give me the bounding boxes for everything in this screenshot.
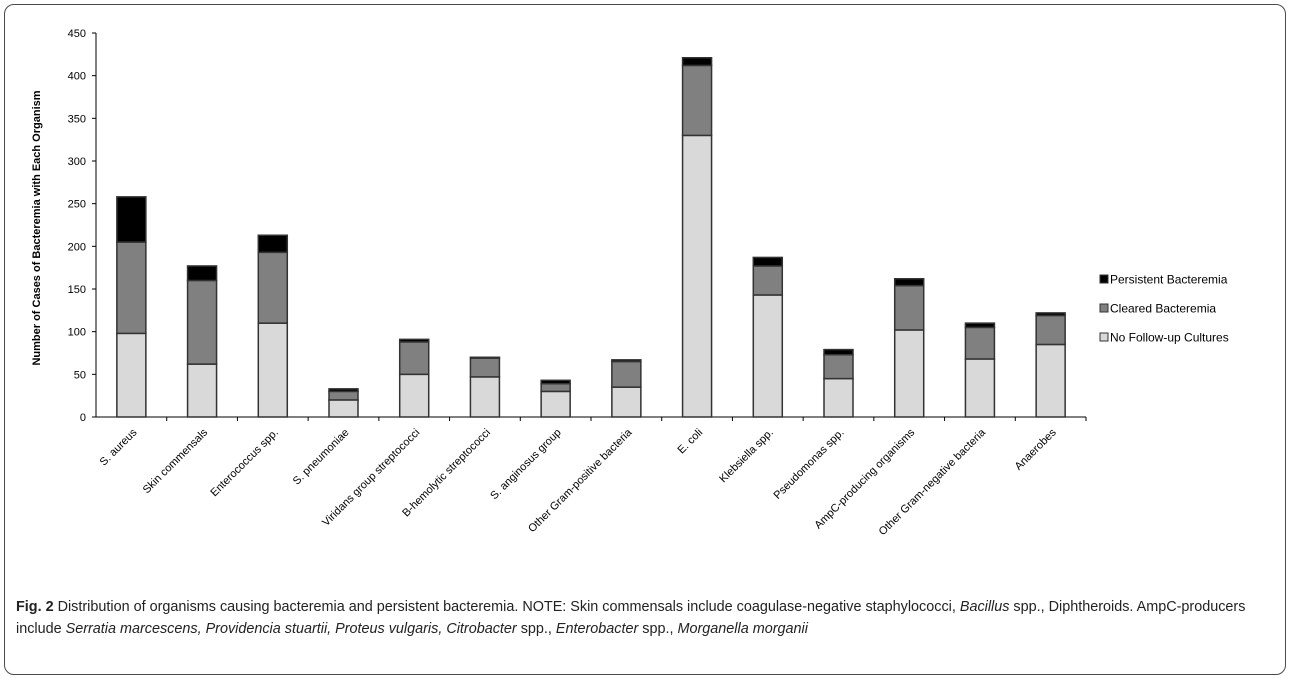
- bar-segment: [611, 386, 642, 418]
- legend-label: Persistent Bacteremia: [1110, 273, 1228, 287]
- bar-segment: [1035, 314, 1066, 346]
- bar-segment: [1035, 312, 1066, 317]
- category-label: S. anginosus group: [488, 427, 564, 503]
- bar-segment: [186, 265, 218, 282]
- bar-segment: [398, 341, 430, 376]
- bar-segment: [116, 332, 147, 418]
- caption-text-run: spp., Diphtheroids. AmpC-producers inclu…: [16, 599, 1246, 637]
- legend-swatch: [1099, 274, 1109, 284]
- axes: 0 50 100 150 200 250 300 350 400 450: [68, 28, 1087, 424]
- bar-segment: [186, 279, 218, 365]
- legend-swatch: [1099, 332, 1109, 342]
- y-tick-label: 400: [68, 71, 86, 83]
- bar-segment: [681, 56, 713, 67]
- bar-segment: [964, 358, 996, 418]
- bar-segment: [964, 326, 996, 360]
- y-tick-label: 200: [68, 241, 86, 253]
- bar-segment: [257, 234, 289, 254]
- bar-segment: [328, 388, 359, 393]
- bar-segment: [540, 379, 571, 385]
- bar-segment: [752, 294, 784, 418]
- bar-segment: [540, 382, 571, 393]
- bar-segment: [611, 359, 642, 363]
- category-label: Enterococcus spp.: [208, 427, 280, 499]
- bar-segment: [328, 399, 359, 418]
- bar-segment: [1035, 343, 1066, 418]
- category-label: S. aureus: [98, 426, 140, 468]
- y-tick-label: 250: [68, 199, 86, 211]
- stacked-bar-chart: Number of Cases of Bacteremia with Each …: [31, 28, 1229, 538]
- caption-italic-text: Serratia marcescens, Providencia stuarti…: [65, 621, 517, 637]
- bar-segment: [540, 390, 571, 418]
- bar-segment: [611, 360, 642, 388]
- bar-segment: [752, 265, 784, 296]
- bars: [116, 56, 1066, 418]
- bar-segment: [893, 284, 925, 331]
- bar-segment: [469, 376, 501, 418]
- caption-text-run: spp.,: [638, 621, 678, 637]
- bar-segment: [257, 251, 289, 324]
- y-tick-label: 300: [68, 156, 86, 168]
- category-label: Skin commensals: [141, 426, 211, 496]
- bar-segment: [823, 377, 854, 418]
- bar-segment: [823, 353, 854, 380]
- caption-text: Distribution of organisms causing bacter…: [16, 599, 1245, 637]
- bar-segment: [752, 256, 784, 267]
- category-label: S. pneumoniae: [291, 427, 352, 488]
- y-tick-label: 50: [74, 369, 86, 381]
- category-label: E. coli: [676, 427, 706, 457]
- bar-segment: [116, 241, 147, 335]
- bar-segment: [469, 356, 501, 359]
- legend-label: No Follow-up Cultures: [1110, 331, 1229, 345]
- bar-segment: [469, 357, 501, 378]
- y-axis-label: Number of Cases of Bacteremia with Each …: [31, 90, 43, 365]
- category-label: Pseudomonas spp.: [772, 427, 847, 502]
- y-tick-label: 450: [68, 28, 86, 40]
- caption-italic-text: Enterobacter: [555, 621, 639, 637]
- bar-segment: [893, 329, 925, 418]
- y-tick-label: 0: [80, 412, 86, 424]
- bar-segment: [893, 278, 925, 287]
- caption-italic-text: Morganella morganii: [677, 621, 808, 637]
- bar-segment: [398, 373, 430, 418]
- figure-caption: Fig. 2 Distribution of organisms causing…: [16, 596, 1278, 640]
- category-label: Anaerobes: [1013, 426, 1059, 472]
- bar-segment: [823, 348, 854, 356]
- bar-segment: [681, 64, 713, 137]
- legend: Persistent Bacteremia Cleared Bacteremia N…: [1099, 273, 1229, 345]
- bar-segment: [398, 338, 430, 343]
- legend-label: Cleared Bacteremia: [1110, 302, 1216, 316]
- bar-segment: [116, 196, 147, 243]
- bar-segment: [681, 134, 713, 418]
- legend-swatch: [1099, 303, 1109, 313]
- caption-label: Fig. 2: [16, 599, 54, 615]
- y-tick-label: 150: [68, 284, 86, 296]
- bar-segment: [186, 363, 218, 418]
- y-tick-label: 350: [68, 113, 86, 125]
- y-tick-label: 100: [68, 327, 86, 339]
- caption-text-run: spp.,: [516, 621, 556, 637]
- bar-segment: [328, 390, 359, 401]
- caption-italic-text: Bacillus: [959, 599, 1010, 615]
- bar-segment: [257, 322, 289, 418]
- caption-text-run: Distribution of organisms causing bacter…: [53, 599, 960, 615]
- figure-frame: [4, 4, 1286, 675]
- bar-segment: [964, 322, 996, 329]
- y-axis-title: Number of Cases of Bacteremia with Each …: [31, 90, 43, 365]
- category-label: Klebsiella spp.: [717, 427, 776, 486]
